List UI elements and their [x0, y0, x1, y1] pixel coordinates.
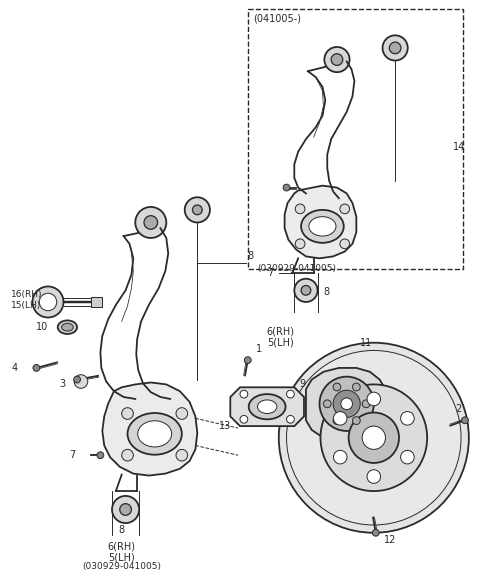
Circle shape: [367, 470, 381, 483]
Text: 5(LH): 5(LH): [267, 337, 294, 348]
Circle shape: [240, 416, 248, 423]
Text: 7: 7: [267, 268, 274, 278]
Text: 3: 3: [60, 380, 66, 389]
Circle shape: [324, 47, 349, 72]
Text: 12: 12: [384, 535, 396, 544]
Circle shape: [401, 450, 414, 464]
Circle shape: [74, 374, 88, 388]
Circle shape: [33, 365, 40, 371]
Circle shape: [176, 449, 188, 461]
Polygon shape: [102, 382, 197, 475]
Circle shape: [176, 408, 188, 420]
Circle shape: [287, 416, 294, 423]
Circle shape: [401, 412, 414, 425]
Ellipse shape: [301, 210, 344, 243]
Circle shape: [324, 400, 331, 408]
Text: 9: 9: [300, 380, 306, 389]
Circle shape: [334, 412, 347, 425]
Ellipse shape: [58, 320, 77, 334]
Ellipse shape: [61, 323, 73, 331]
Circle shape: [340, 239, 349, 249]
Circle shape: [462, 417, 468, 424]
Circle shape: [362, 426, 385, 449]
Circle shape: [301, 286, 311, 295]
Text: 2: 2: [455, 404, 461, 414]
Text: (030929-041005): (030929-041005): [82, 562, 161, 570]
Text: 13: 13: [219, 421, 231, 431]
Circle shape: [192, 205, 202, 215]
Polygon shape: [285, 186, 356, 258]
Text: 11: 11: [360, 337, 372, 348]
Circle shape: [122, 449, 133, 461]
Text: 15(LH): 15(LH): [11, 302, 41, 311]
Circle shape: [362, 400, 370, 408]
Circle shape: [240, 390, 248, 398]
Text: 1: 1: [255, 344, 262, 353]
Circle shape: [321, 384, 427, 491]
Circle shape: [333, 417, 341, 425]
Circle shape: [185, 197, 210, 222]
Circle shape: [244, 357, 251, 364]
Circle shape: [331, 54, 343, 66]
Circle shape: [112, 496, 139, 523]
Circle shape: [389, 42, 401, 54]
Text: 8: 8: [248, 251, 254, 262]
Text: 16(RH): 16(RH): [11, 290, 43, 299]
Text: 8: 8: [324, 287, 329, 298]
Bar: [248, 9, 463, 269]
Circle shape: [334, 450, 347, 464]
Circle shape: [295, 204, 305, 214]
Circle shape: [340, 204, 349, 214]
Text: 4: 4: [11, 363, 17, 373]
Text: 7: 7: [69, 450, 75, 460]
Circle shape: [333, 390, 360, 417]
Circle shape: [120, 504, 132, 515]
Polygon shape: [230, 388, 304, 426]
Text: 5(LH): 5(LH): [108, 552, 135, 562]
Text: 6(RH): 6(RH): [267, 326, 295, 336]
Ellipse shape: [128, 413, 182, 455]
Text: 6(RH): 6(RH): [108, 542, 136, 551]
Circle shape: [333, 383, 341, 391]
Ellipse shape: [309, 217, 336, 236]
Text: 10: 10: [36, 322, 48, 332]
Ellipse shape: [138, 421, 172, 447]
Circle shape: [383, 35, 408, 60]
Circle shape: [135, 207, 166, 238]
Circle shape: [283, 184, 290, 191]
Polygon shape: [306, 368, 385, 442]
Circle shape: [33, 287, 63, 317]
Circle shape: [320, 377, 374, 431]
Text: 8: 8: [119, 525, 125, 535]
Circle shape: [348, 413, 399, 463]
Text: (030929-041005): (030929-041005): [257, 263, 336, 272]
Circle shape: [279, 343, 469, 533]
Circle shape: [97, 452, 104, 459]
Circle shape: [295, 239, 305, 249]
Circle shape: [144, 215, 157, 229]
Circle shape: [352, 417, 360, 425]
Circle shape: [372, 530, 379, 536]
Circle shape: [39, 293, 57, 311]
Circle shape: [287, 390, 294, 398]
Circle shape: [367, 392, 381, 406]
Circle shape: [287, 351, 461, 525]
Circle shape: [341, 398, 352, 410]
Polygon shape: [91, 297, 102, 307]
Circle shape: [352, 383, 360, 391]
Ellipse shape: [257, 400, 277, 413]
Circle shape: [294, 279, 318, 302]
Text: (041005-): (041005-): [253, 14, 301, 24]
Text: 14: 14: [453, 142, 466, 152]
Circle shape: [74, 376, 81, 383]
Ellipse shape: [249, 394, 286, 420]
Circle shape: [122, 408, 133, 420]
